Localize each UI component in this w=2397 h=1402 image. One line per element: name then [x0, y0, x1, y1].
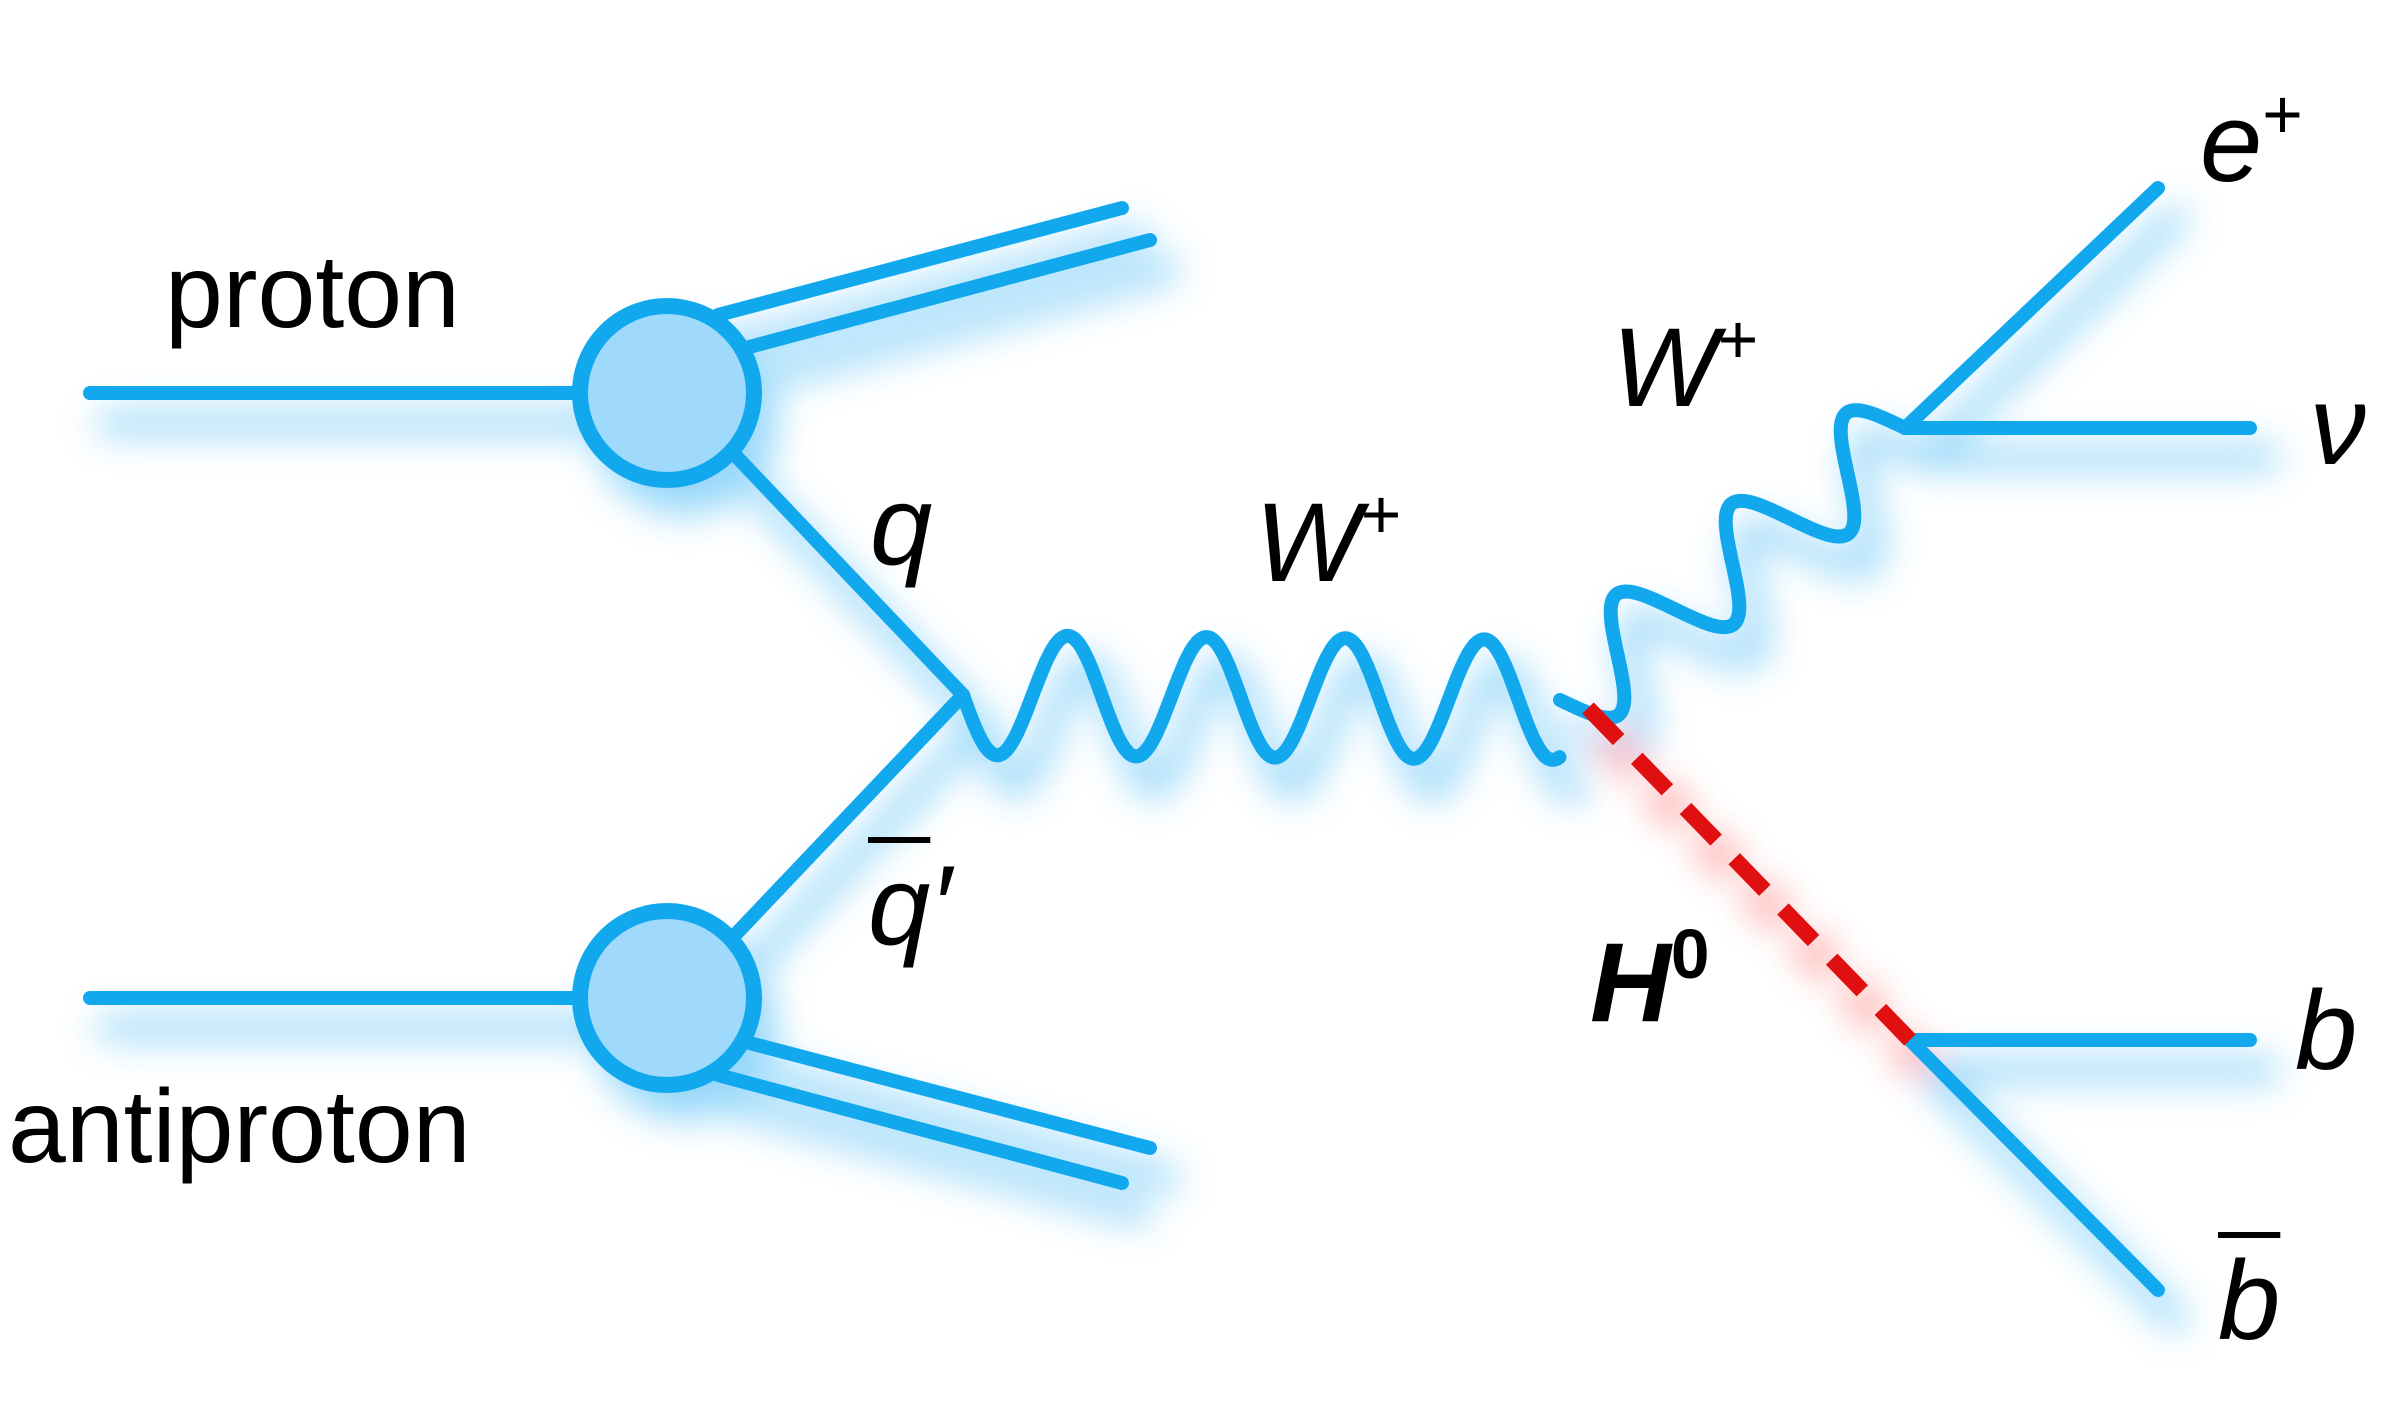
proton-blob	[572, 298, 762, 488]
positron-symbol: e	[2200, 80, 2263, 206]
higgs-line	[1582, 702, 1916, 1046]
antiquark-prime: ′	[930, 843, 952, 968]
higgs-label: H0	[1590, 919, 1710, 1039]
w-boson-outgoing-glow	[1566, 428, 1935, 760]
anti-b-quark-line	[1903, 1033, 2165, 1297]
neutrino-label: ν	[2310, 363, 2366, 488]
quark-q-line-glow	[741, 473, 993, 737]
antiproton-blob	[572, 903, 762, 1093]
positron-charge: +	[2262, 75, 2303, 153]
w-left-charge: +	[1360, 475, 1402, 553]
antiquark-label: q′	[868, 850, 951, 962]
line-layer	[83, 181, 2257, 1297]
antiproton-label: antiproton	[8, 1069, 471, 1185]
antiquark-line-glow	[741, 713, 993, 977]
w-left-symbol: W	[1255, 480, 1361, 606]
higgs-symbol: H	[1590, 920, 1671, 1046]
anti-b-symbol: b	[2218, 1238, 2281, 1363]
proton-remnant-upper	[711, 201, 1129, 322]
w-boson-right-label: W+	[1612, 304, 1758, 424]
positron-line-glow	[1911, 206, 2188, 470]
anti-b-quark-label: b	[2218, 1245, 2280, 1357]
antiquark-line	[728, 688, 970, 942]
proton-label: proton	[165, 234, 460, 350]
proton-remnant-lower	[731, 233, 1157, 357]
quark-q-line	[728, 448, 970, 702]
w-boson-propagator	[956, 628, 1567, 767]
antiproton-remnant-lower	[711, 1068, 1129, 1190]
b-quark-label: b	[2295, 968, 2358, 1093]
antiproton-remnant-upper	[731, 1033, 1157, 1155]
w-boson-outgoing	[1553, 403, 1912, 725]
antiproton-remnant-upper-glow	[744, 1058, 1180, 1190]
antiquark-symbol: q	[868, 843, 931, 968]
quark-q-label: q	[870, 463, 933, 588]
w-right-charge: +	[1717, 300, 1759, 378]
antiproton-remnant-lower-glow	[724, 1093, 1152, 1225]
positron-line	[1898, 181, 2165, 435]
w-boson-propagator-glow	[969, 653, 1590, 802]
w-boson-left-label: W+	[1255, 479, 1401, 599]
proton-remnant-lower-glow	[744, 258, 1180, 392]
higgs-charge: 0	[1670, 915, 1710, 993]
anti-b-quark-line-glow	[1916, 1058, 2188, 1332]
w-right-symbol: W	[1612, 305, 1718, 431]
positron-label: e+	[2200, 79, 2303, 199]
